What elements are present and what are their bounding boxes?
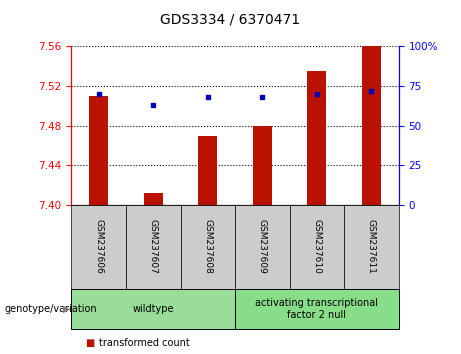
Text: ■: ■: [85, 338, 95, 348]
Text: GSM237607: GSM237607: [149, 219, 158, 274]
Bar: [71, 205, 126, 289]
Bar: [253, 126, 272, 205]
Text: activating transcriptional
factor 2 null: activating transcriptional factor 2 null: [255, 298, 378, 320]
Text: wildtype: wildtype: [132, 304, 174, 314]
Bar: [362, 46, 381, 205]
Bar: [235, 205, 290, 289]
Text: GSM237606: GSM237606: [94, 219, 103, 274]
Text: transformed count: transformed count: [99, 338, 190, 348]
Bar: [344, 205, 399, 289]
Bar: [144, 193, 163, 205]
Bar: [198, 136, 218, 205]
Text: GSM237609: GSM237609: [258, 219, 267, 274]
Text: GSM237610: GSM237610: [313, 219, 321, 274]
Bar: [126, 205, 181, 289]
Bar: [181, 205, 235, 289]
Bar: [290, 205, 344, 289]
Bar: [235, 289, 399, 329]
Text: GDS3334 / 6370471: GDS3334 / 6370471: [160, 12, 301, 27]
Text: GSM237608: GSM237608: [203, 219, 213, 274]
Bar: [89, 96, 108, 205]
Bar: [307, 71, 326, 205]
Text: genotype/variation: genotype/variation: [5, 304, 97, 314]
Text: GSM237611: GSM237611: [367, 219, 376, 274]
Text: ▶: ▶: [63, 304, 71, 314]
Bar: [71, 289, 235, 329]
